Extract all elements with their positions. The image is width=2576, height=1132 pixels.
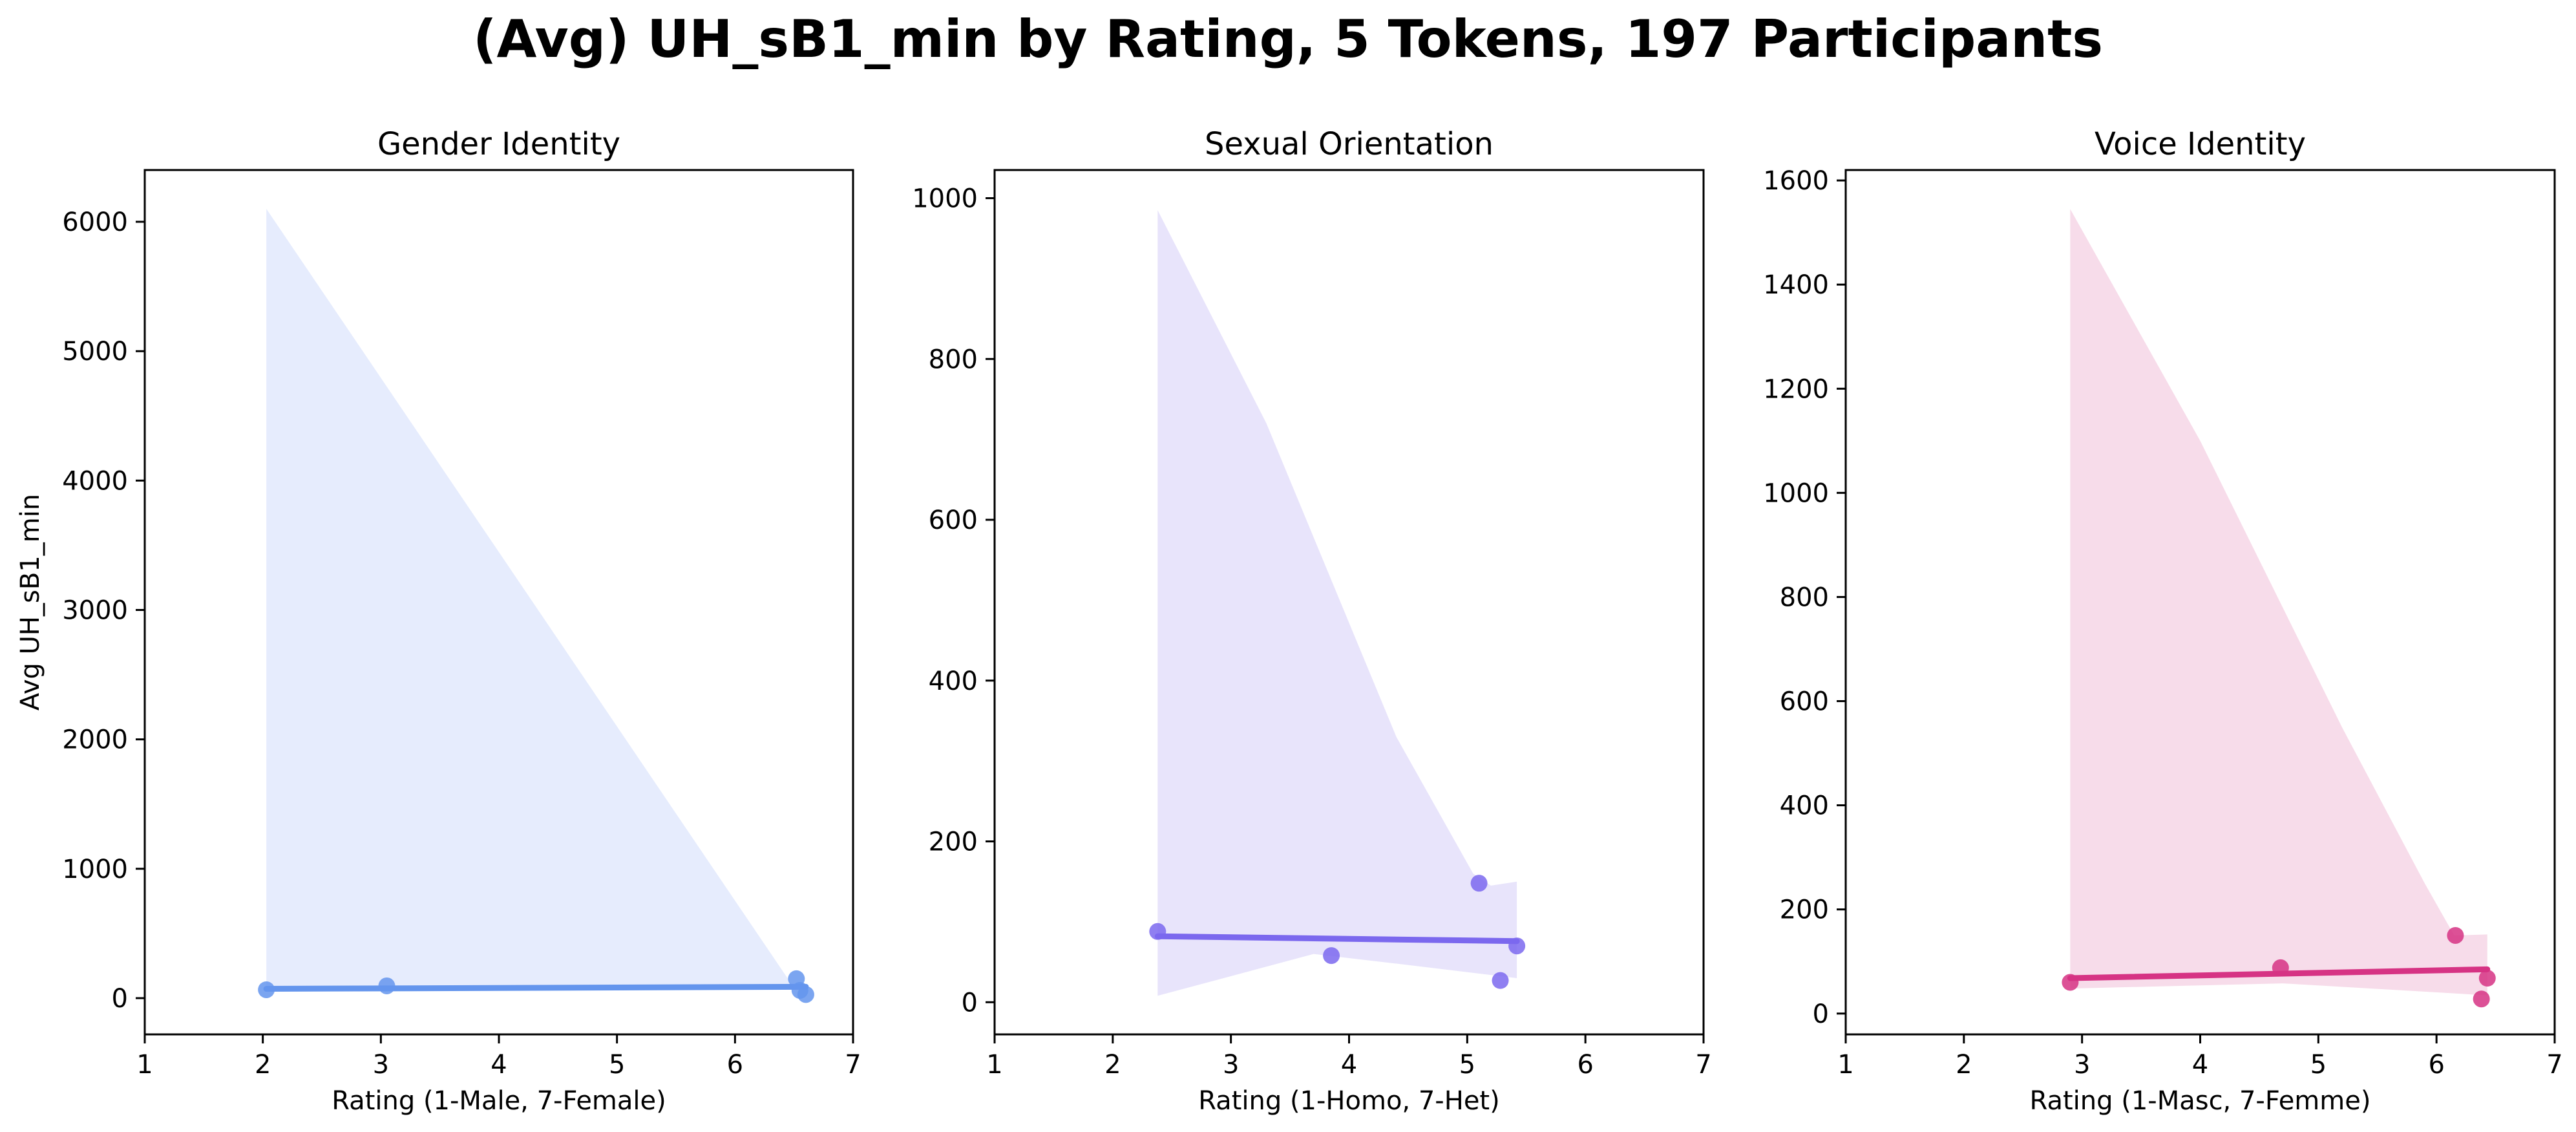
- y-tick-label: 4000: [62, 466, 128, 496]
- figure-title: (Avg) UH_sB1_min by Rating, 5 Tokens, 19…: [473, 9, 2103, 69]
- x-tick-label: 4: [2192, 1050, 2208, 1080]
- data-point-1: [2062, 974, 2079, 991]
- x-tick-label: 6: [1577, 1050, 1593, 1080]
- x-tick-label: 1: [986, 1050, 1002, 1080]
- x-tick-label: 4: [1341, 1050, 1357, 1080]
- y-tick-label: 1200: [1763, 374, 1829, 404]
- data-point-1: [1149, 923, 1167, 940]
- panel-1: 1 2 3 4 5 6 7 0 1000 2000 3000 4000 5000 6000 Gender I…: [16, 126, 861, 1116]
- x-tick-label: 2: [1104, 1050, 1121, 1080]
- subplot-title: Sexual Orientation: [1205, 126, 1494, 162]
- subplot-title: Voice Identity: [2095, 126, 2306, 162]
- y-tick-label: 1000: [912, 184, 978, 214]
- data-point-4: [2473, 990, 2490, 1008]
- y-tick-label: 0: [1813, 999, 1829, 1029]
- x-tick-label: 3: [2074, 1050, 2090, 1080]
- x-axis-label: Rating (1-Masc, 7-Femme): [2030, 1086, 2371, 1116]
- y-tick-label: 200: [929, 828, 978, 857]
- y-tick-label: 400: [929, 667, 978, 696]
- y-tick-label: 800: [1780, 582, 1829, 612]
- data-point-3: [1470, 875, 1488, 892]
- x-tick-label: 6: [727, 1050, 743, 1080]
- data-point-5: [2478, 970, 2496, 987]
- y-tick-label: 1000: [62, 855, 128, 884]
- y-tick-label: 6000: [62, 208, 128, 237]
- panel-3: 1 2 3 4 5 6 7 0 200 400 600 800 1000 1200 1400 1600 Voic…: [1763, 126, 2563, 1116]
- x-tick-label: 7: [1695, 1050, 1711, 1080]
- x-tick-label: 5: [1459, 1050, 1475, 1080]
- data-point-1: [258, 981, 275, 998]
- y-tick-label: 5000: [62, 337, 128, 367]
- x-axis-label: Rating (1-Male, 7-Female): [332, 1086, 666, 1116]
- x-tick-label: 6: [2428, 1050, 2444, 1080]
- x-tick-label: 3: [1223, 1050, 1239, 1080]
- confidence-band: [266, 209, 806, 992]
- x-tick-label: 2: [255, 1050, 271, 1080]
- panel-2: 1 2 3 4 5 6 7 0 200 400 600 800 1000 Sexual Orientati…: [912, 126, 1712, 1116]
- x-tick-label: 4: [491, 1050, 507, 1080]
- y-axis-label: Avg UH_sB1_min: [16, 494, 45, 710]
- x-tick-label: 5: [2310, 1050, 2327, 1080]
- x-tick-label: 2: [1956, 1050, 1972, 1080]
- x-tick-label: 7: [2546, 1050, 2562, 1080]
- confidence-band: [1157, 210, 1517, 996]
- x-tick-label: 7: [845, 1050, 861, 1080]
- x-tick-label: 1: [136, 1050, 153, 1080]
- x-tick-label: 5: [609, 1050, 625, 1080]
- y-tick-label: 2000: [62, 725, 128, 755]
- x-tick-label: 3: [373, 1050, 389, 1080]
- data-point-2: [378, 977, 396, 994]
- y-tick-label: 600: [1780, 687, 1829, 717]
- data-point-4: [1492, 972, 1509, 989]
- x-axis-label: Rating (1-Homo, 7-Het): [1198, 1086, 1499, 1116]
- data-point-3: [2447, 926, 2464, 944]
- y-tick-label: 400: [1780, 791, 1829, 821]
- confidence-band: [2070, 209, 2487, 996]
- data-point-5: [797, 986, 814, 1003]
- x-tick-label: 1: [1837, 1050, 1853, 1080]
- y-tick-label: 800: [929, 345, 978, 374]
- y-tick-label: 1400: [1763, 270, 1829, 300]
- y-tick-label: 200: [1780, 895, 1829, 925]
- y-tick-label: 600: [929, 506, 978, 535]
- y-tick-label: 1600: [1763, 166, 1829, 196]
- regression-line: [263, 983, 809, 992]
- data-point-2: [2272, 959, 2289, 976]
- y-tick-label: 3000: [62, 596, 128, 626]
- subplot-title: Gender Identity: [377, 126, 620, 162]
- data-point-2: [1323, 947, 1340, 965]
- y-tick-label: 0: [112, 984, 128, 1014]
- y-tick-label: 0: [962, 988, 978, 1018]
- regression-line: [1154, 933, 1520, 945]
- y-tick-label: 1000: [1763, 478, 1829, 508]
- data-point-5: [1508, 937, 1526, 955]
